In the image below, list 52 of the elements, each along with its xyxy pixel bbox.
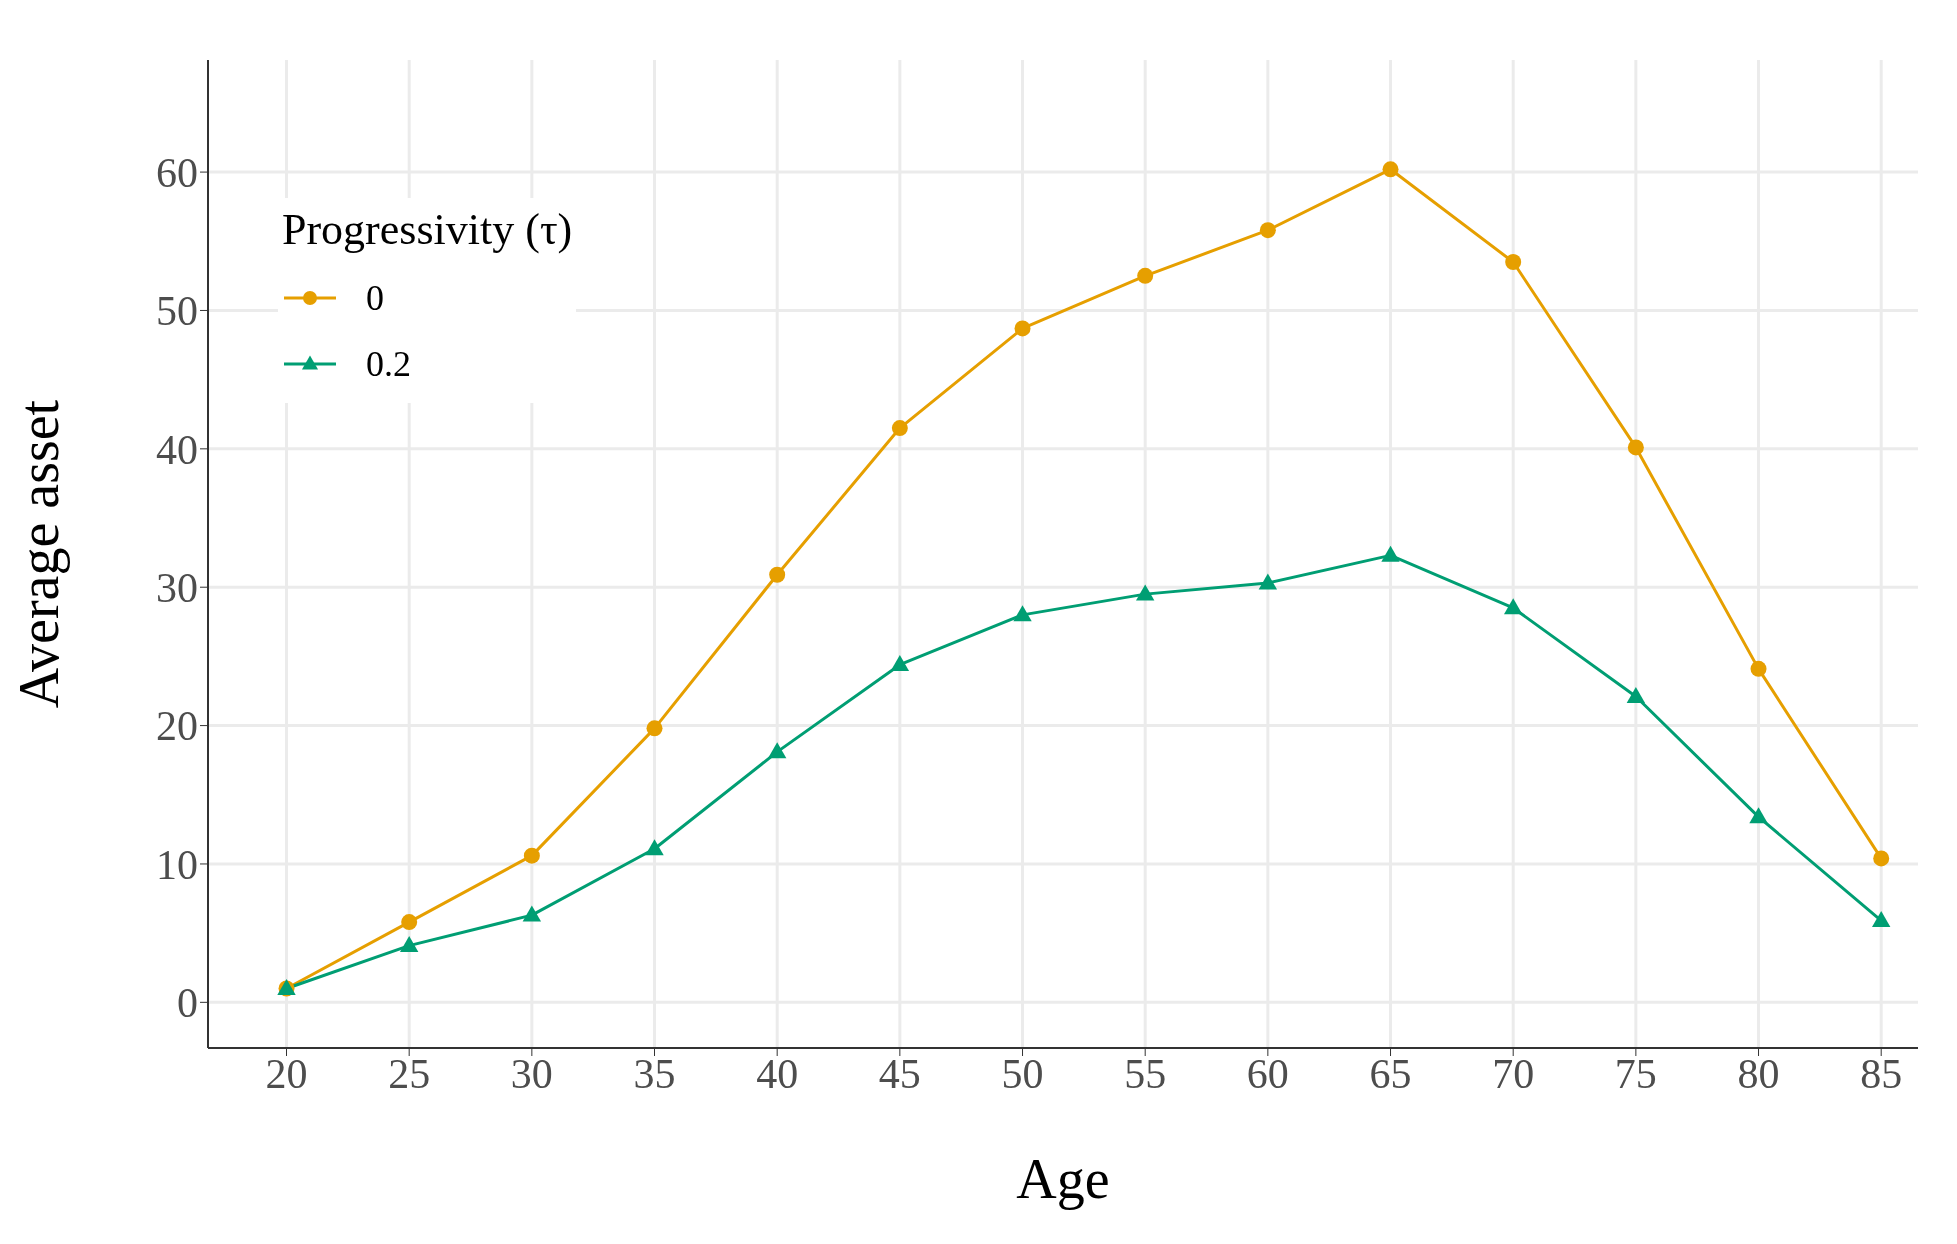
y-tick-label: 0 <box>177 980 198 1027</box>
y-axis-title: Average asset <box>7 399 70 709</box>
x-tick-label: 55 <box>1124 1050 1167 1097</box>
x-axis-title: Age <box>1016 1148 1110 1210</box>
x-tick-label: 80 <box>1737 1050 1780 1097</box>
point <box>767 742 787 759</box>
y-tick-label: 50 <box>156 288 198 335</box>
point <box>522 905 542 922</box>
point <box>1749 807 1768 824</box>
point <box>891 420 908 437</box>
point <box>1873 850 1890 867</box>
legend-title: Progressivity (τ) <box>282 204 573 255</box>
y-tick-label: 20 <box>156 703 198 750</box>
x-tick-label: 35 <box>633 1050 676 1097</box>
point <box>1626 686 1646 703</box>
point <box>890 655 910 672</box>
x-tick-label: 50 <box>1001 1050 1044 1097</box>
point <box>1259 222 1276 239</box>
x-tick-label: 60 <box>1246 1050 1289 1097</box>
point <box>1872 911 1891 928</box>
point <box>399 936 419 952</box>
point <box>1137 267 1154 284</box>
point <box>645 839 664 856</box>
x-tick-label: 65 <box>1369 1050 1412 1097</box>
point <box>1750 660 1767 677</box>
y-tick-label: 40 <box>156 426 198 473</box>
legend-label: 0.2 <box>366 343 411 385</box>
legend-label: 0 <box>366 277 384 319</box>
y-tick-label: 30 <box>156 565 198 612</box>
y-tick-label: 10 <box>156 841 198 888</box>
point <box>1013 605 1032 622</box>
point <box>1381 545 1400 562</box>
point <box>769 566 786 583</box>
point <box>523 847 540 864</box>
x-tick-label: 20 <box>265 1050 308 1097</box>
x-tick-label: 30 <box>510 1050 553 1097</box>
point <box>401 914 418 931</box>
point <box>646 720 663 737</box>
x-tick-label: 70 <box>1492 1050 1535 1097</box>
x-tick-label: 25 <box>388 1050 431 1097</box>
point <box>1382 161 1399 178</box>
y-tick-label: 60 <box>156 149 198 196</box>
point <box>1503 598 1523 615</box>
point <box>1627 439 1644 456</box>
point <box>1505 254 1522 271</box>
x-tick-label: 85 <box>1860 1050 1903 1097</box>
x-tick-label: 40 <box>756 1050 799 1097</box>
point <box>1135 584 1155 601</box>
x-tick-label: 75 <box>1614 1050 1657 1097</box>
point <box>1258 573 1278 590</box>
x-tick-label: 45 <box>878 1050 921 1097</box>
point <box>1014 320 1031 337</box>
